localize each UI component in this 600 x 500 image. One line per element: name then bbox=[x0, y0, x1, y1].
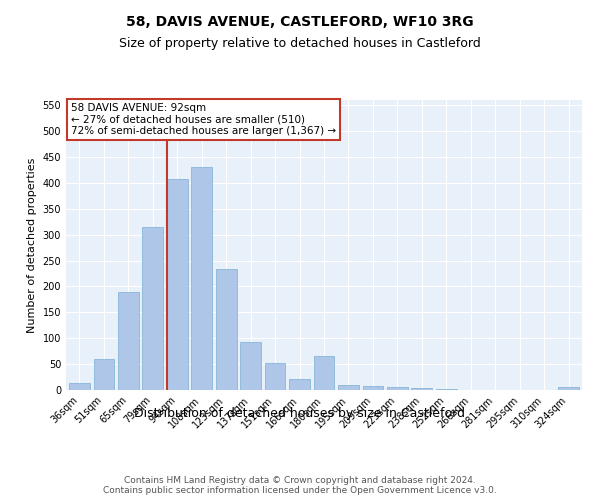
Text: 58 DAVIS AVENUE: 92sqm
← 27% of detached houses are smaller (510)
72% of semi-de: 58 DAVIS AVENUE: 92sqm ← 27% of detached… bbox=[71, 103, 336, 136]
Y-axis label: Number of detached properties: Number of detached properties bbox=[27, 158, 37, 332]
Bar bbox=[558, 388, 579, 390]
Bar bbox=[362, 386, 383, 390]
Bar bbox=[216, 270, 236, 390]
Bar bbox=[314, 356, 334, 390]
Bar bbox=[412, 388, 432, 390]
Bar bbox=[142, 227, 163, 390]
Text: Distribution of detached houses by size in Castleford: Distribution of detached houses by size … bbox=[134, 408, 466, 420]
Text: Contains HM Land Registry data © Crown copyright and database right 2024.
Contai: Contains HM Land Registry data © Crown c… bbox=[103, 476, 497, 495]
Bar bbox=[240, 342, 261, 390]
Bar bbox=[387, 387, 408, 390]
Bar bbox=[69, 384, 90, 390]
Text: Size of property relative to detached houses in Castleford: Size of property relative to detached ho… bbox=[119, 38, 481, 51]
Bar bbox=[94, 359, 114, 390]
Text: 58, DAVIS AVENUE, CASTLEFORD, WF10 3RG: 58, DAVIS AVENUE, CASTLEFORD, WF10 3RG bbox=[126, 15, 474, 29]
Bar bbox=[338, 385, 359, 390]
Bar bbox=[265, 362, 286, 390]
Bar bbox=[191, 168, 212, 390]
Bar bbox=[118, 292, 139, 390]
Bar bbox=[167, 178, 188, 390]
Bar bbox=[289, 378, 310, 390]
